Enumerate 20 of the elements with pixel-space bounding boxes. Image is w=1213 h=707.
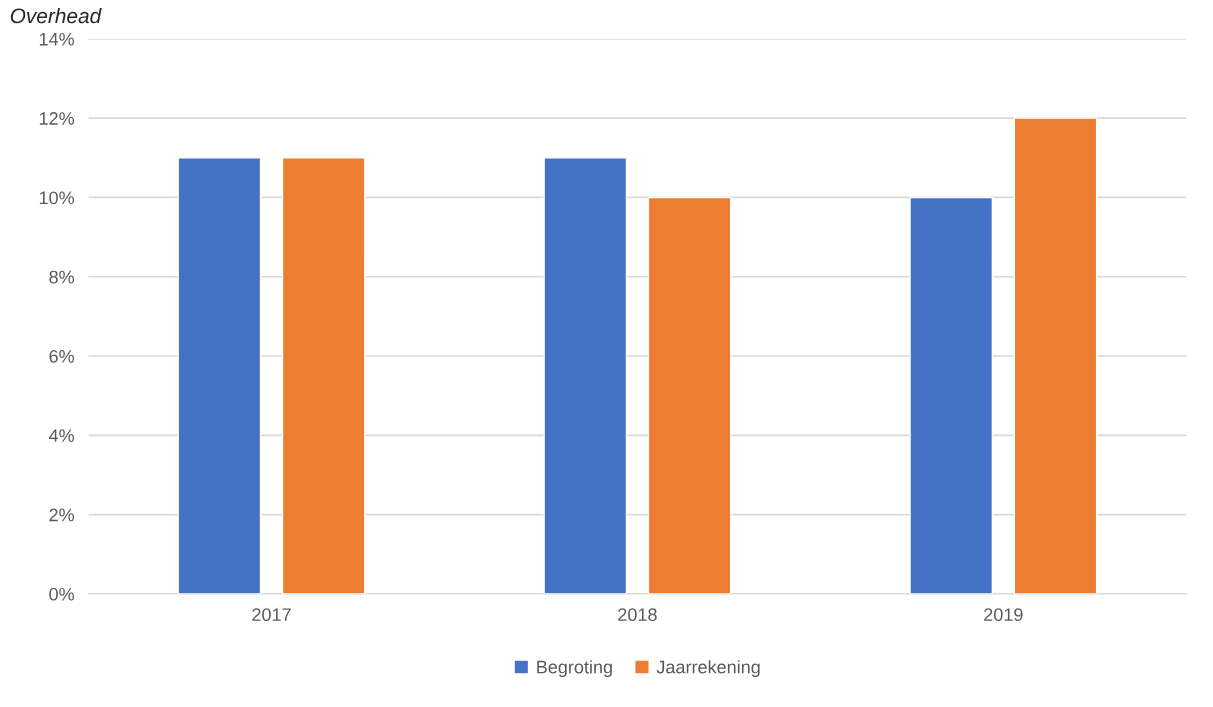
legend-label: Begroting	[537, 660, 612, 678]
y-tick-label: 10%	[39, 191, 75, 205]
x-tick-label: 2019	[984, 608, 1023, 622]
y-tick-label: 14%	[39, 32, 75, 46]
y-tick-label: 8%	[49, 270, 75, 284]
x-tick-label: 2018	[618, 608, 657, 622]
bar	[1013, 117, 1098, 594]
bar	[177, 157, 262, 594]
bar	[909, 196, 994, 594]
y-tick-label: 6%	[49, 349, 75, 363]
bar	[647, 196, 732, 594]
y-tick-label: 4%	[48, 429, 75, 442]
bar	[281, 157, 366, 594]
x-tick-label: 2017	[252, 608, 291, 622]
bar	[543, 157, 628, 594]
chart-title: Overhead	[10, 7, 102, 24]
y-tick-label: 12%	[39, 112, 75, 125]
y-tick-label: 0%	[49, 587, 75, 601]
y-tick-label: 2%	[49, 508, 75, 522]
legend-label: Jaarrekening	[656, 660, 760, 678]
